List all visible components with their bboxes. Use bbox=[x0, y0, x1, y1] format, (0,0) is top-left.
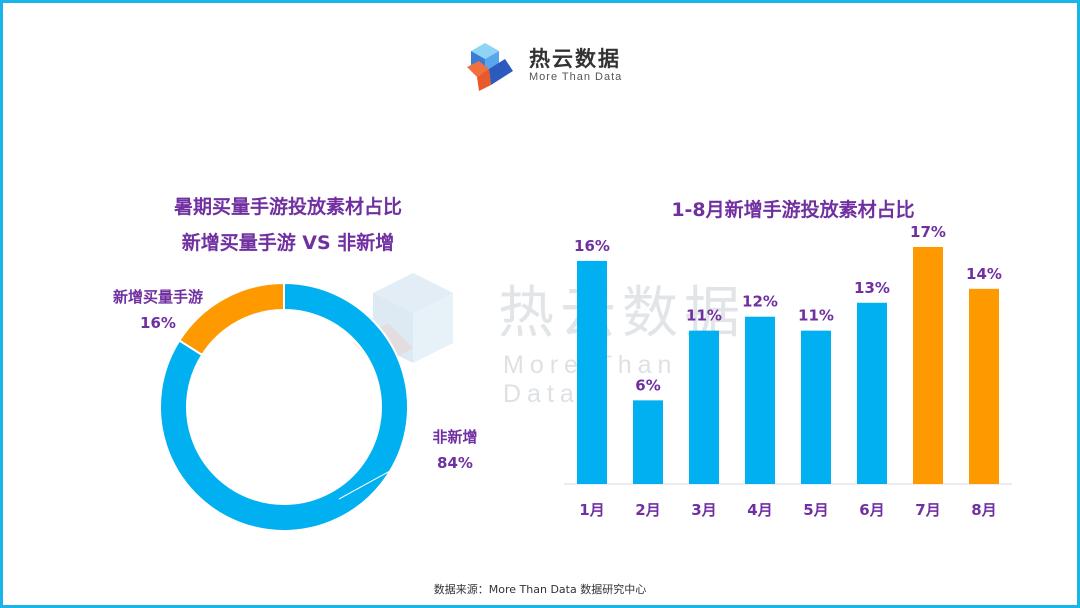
bar-category-label-8: 8月 bbox=[971, 501, 996, 519]
bar-value-label-2: 6% bbox=[635, 376, 660, 394]
bar-3 bbox=[689, 330, 719, 484]
bar-value-label-7: 17% bbox=[910, 223, 946, 241]
donut-label-existing-value: 84% bbox=[437, 454, 473, 472]
bar-5 bbox=[801, 330, 831, 484]
bar-1 bbox=[577, 260, 607, 484]
bar-chart-title: 1-8月新增手游投放素材占比 bbox=[671, 199, 915, 221]
donut-chart bbox=[159, 281, 420, 532]
bar-category-label-4: 4月 bbox=[747, 501, 772, 519]
brand-cube-icon bbox=[467, 43, 513, 91]
bar-value-label-3: 11% bbox=[686, 307, 722, 325]
data-source-note: 数据来源：More Than Data 数据研究中心 bbox=[433, 583, 647, 596]
bar-category-label-5: 5月 bbox=[803, 501, 828, 519]
bar-category-label-3: 3月 bbox=[691, 501, 716, 519]
bar-category-label-7: 7月 bbox=[915, 501, 940, 519]
brand-logo: 热云数据 More Than Data bbox=[465, 39, 635, 95]
donut-label-new-name: 新增买量手游 bbox=[112, 288, 203, 306]
bar-2 bbox=[633, 400, 663, 484]
bar-chart: 16% 1月 6% 2月 11% 3月 12% 4月 11% 5月 13% 6月 17% 7月 14% 8月 bbox=[564, 223, 1012, 519]
bar-category-label-6: 6月 bbox=[859, 501, 884, 519]
donut-label-new: 新增买量手游 16% bbox=[96, 284, 220, 336]
bar-value-label-5: 11% bbox=[798, 307, 834, 325]
bar-4 bbox=[745, 316, 775, 484]
donut-slice-existing bbox=[159, 281, 409, 532]
brand-name: 热云数据 bbox=[529, 47, 621, 71]
donut-chart-subtitle: 新增买量手游 VS 非新增 bbox=[181, 232, 395, 254]
bar-7 bbox=[913, 247, 943, 484]
donut-label-existing: 非新增 84% bbox=[417, 424, 493, 476]
bar-8 bbox=[969, 288, 999, 484]
donut-chart-title: 暑期买量手游投放素材占比 bbox=[173, 196, 402, 218]
bar-category-label-2: 2月 bbox=[635, 501, 660, 519]
bar-category-label-1: 1月 bbox=[579, 501, 604, 519]
brand-tagline: More Than Data bbox=[529, 71, 623, 83]
bar-value-label-1: 16% bbox=[574, 237, 610, 255]
bar-value-label-4: 12% bbox=[742, 293, 778, 311]
bar-value-label-8: 14% bbox=[966, 265, 1002, 283]
bar-value-label-6: 13% bbox=[854, 279, 890, 297]
donut-label-existing-name: 非新增 bbox=[432, 428, 478, 446]
donut-leader-line bbox=[338, 454, 420, 500]
bar-6 bbox=[857, 302, 887, 484]
donut-label-new-value: 16% bbox=[140, 314, 176, 332]
